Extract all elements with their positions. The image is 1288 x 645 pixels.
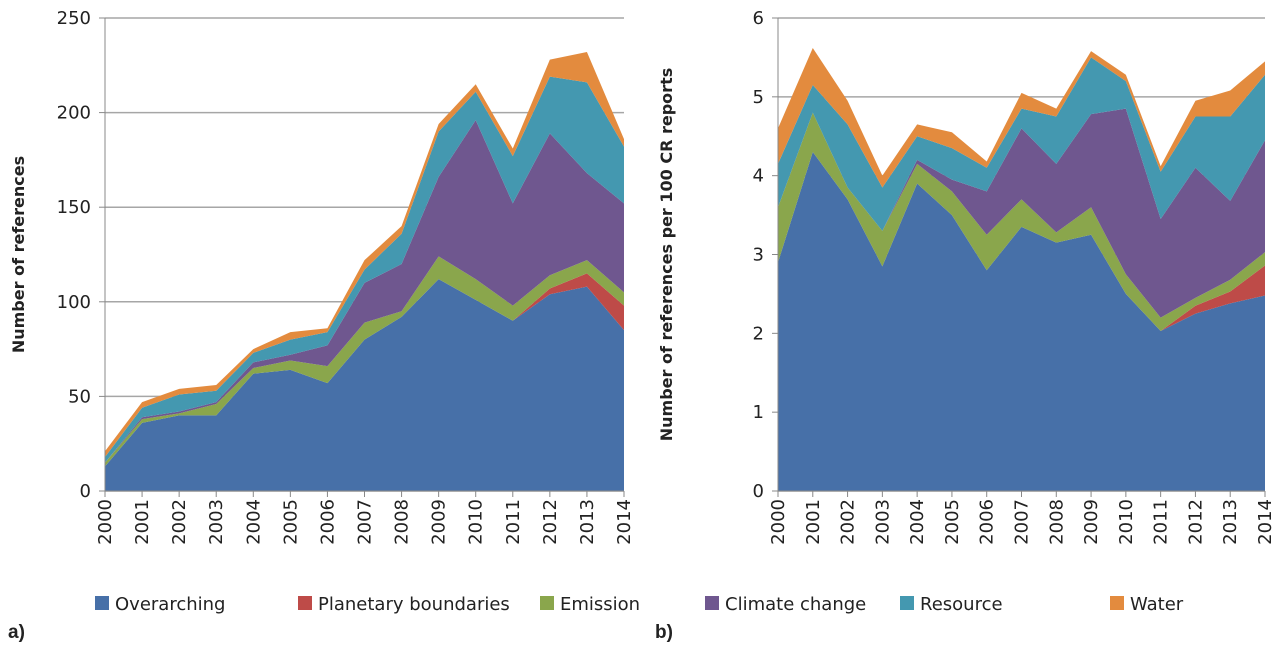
area [105, 120, 624, 463]
x-tick-label: 2001 [803, 499, 824, 545]
x-tick-label: 2004 [243, 499, 264, 545]
legend-label: Climate change [725, 594, 866, 615]
x-tick-label: 2014 [1255, 499, 1276, 545]
x-tick-label: 2000 [768, 499, 789, 545]
y-tick-label: 50 [68, 386, 91, 407]
area [778, 152, 1265, 491]
x-tick-label: 2001 [132, 499, 153, 545]
y-tick-label: 250 [57, 8, 91, 29]
y-tick-label: 5 [753, 87, 764, 108]
area [105, 279, 624, 491]
x-tick-label: 2005 [280, 499, 301, 545]
x-tick-label: 2008 [392, 499, 413, 545]
x-tick-label: 2012 [1185, 499, 1206, 545]
legend: Overarching Planetary boundaries Emission C… [95, 594, 1184, 615]
y-tick-label: 200 [57, 103, 91, 124]
legend-label: Planetary boundaries [318, 594, 510, 615]
legend-swatch [95, 596, 109, 610]
y-tick-label: 3 [753, 245, 764, 266]
x-tick-label: 2007 [1012, 499, 1033, 545]
legend-swatch [540, 596, 554, 610]
y-axis-title: Number of references per 100 CR reports [657, 68, 676, 441]
x-tick-label: 2009 [1081, 499, 1102, 545]
y-tick-label: 0 [80, 481, 91, 502]
legend-swatch [900, 596, 914, 610]
legend-swatch [298, 596, 312, 610]
x-tick-label: 2010 [466, 499, 487, 545]
x-tick-label: 2002 [838, 499, 859, 545]
y-tick-label: 4 [753, 166, 764, 187]
x-tick-label: 2009 [429, 499, 450, 545]
y-tick-label: 6 [753, 8, 764, 29]
x-tick-label: 2011 [503, 499, 524, 545]
y-axis-title: Number of references [9, 156, 28, 353]
x-tick-label: 2011 [1151, 499, 1172, 545]
legend-swatch [705, 596, 719, 610]
area [778, 112, 1265, 331]
x-tick-label: 2004 [907, 499, 928, 545]
y-tick-label: 100 [57, 292, 91, 313]
legend-label: Overarching [115, 594, 225, 615]
y-tick-label: 1 [753, 402, 764, 423]
x-tick-label: 2000 [95, 499, 116, 545]
y-tick-label: 0 [753, 481, 764, 502]
x-tick-label: 2006 [977, 499, 998, 545]
x-tick-label: 2003 [206, 499, 227, 545]
x-tick-label: 2008 [1046, 499, 1067, 545]
legend-label: Water [1130, 594, 1184, 615]
area [105, 256, 624, 467]
x-tick-label: 2012 [540, 499, 561, 545]
x-tick-label: 2014 [614, 499, 635, 545]
area [778, 108, 1265, 318]
x-tick-label: 2006 [317, 499, 338, 545]
x-tick-label: 2003 [872, 499, 893, 545]
legend-swatch [1110, 596, 1124, 610]
x-tick-label: 2007 [355, 499, 376, 545]
y-tick-label: 2 [753, 323, 764, 344]
x-tick-label: 2013 [1220, 499, 1241, 545]
y-tick-label: 150 [57, 197, 91, 218]
panel-label: b) [655, 622, 673, 643]
x-tick-label: 2010 [1116, 499, 1137, 545]
legend-label: Emission [560, 594, 640, 615]
x-tick-label: 2005 [942, 499, 963, 545]
x-tick-label: 2013 [577, 499, 598, 545]
x-tick-label: 2002 [169, 499, 190, 545]
area [778, 57, 1265, 231]
legend-label: Resource [920, 594, 1003, 615]
area [778, 47, 1265, 188]
panel-label: a) [8, 622, 25, 643]
